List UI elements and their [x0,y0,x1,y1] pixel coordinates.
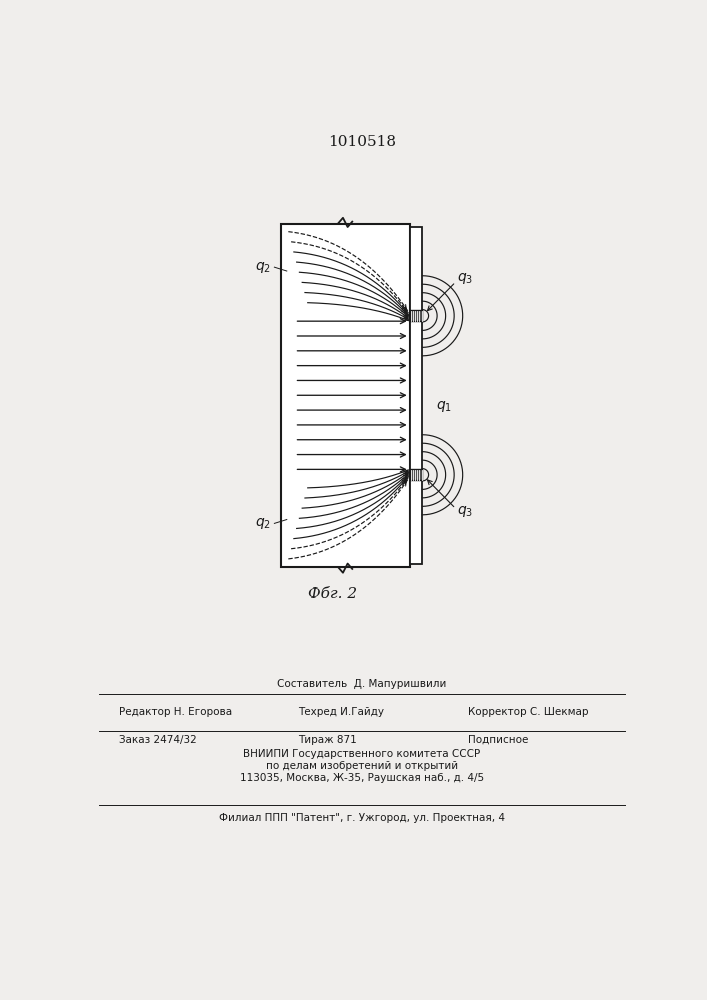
Text: ВНИИПИ Государственного комитета СССР: ВНИИПИ Государственного комитета СССР [243,749,481,759]
Text: по делам изобретений и открытий: по делам изобретений и открытий [266,761,458,771]
Text: $q_1$: $q_1$ [436,399,452,414]
Bar [410,469,422,480]
Bar [281,224,410,567]
Text: 113035, Москва, Ж-35, Раушская наб., д. 4/5: 113035, Москва, Ж-35, Раушская наб., д. … [240,773,484,783]
Text: $q_3$: $q_3$ [457,504,474,519]
Bar [410,310,422,321]
Text: 1010518: 1010518 [328,135,396,149]
Text: Составитель  Д. Мапуришвили: Составитель Д. Мапуришвили [277,679,447,689]
Text: Заказ 2474/32: Заказ 2474/32 [119,735,197,745]
Text: $q_2$: $q_2$ [255,260,271,275]
Text: $q_3$: $q_3$ [457,271,474,286]
Text: Подписное: Подписное [468,735,529,745]
Text: Корректор С. Шекмар: Корректор С. Шекмар [468,707,589,717]
Text: Техред И.Гайду: Техред И.Гайду [298,707,384,717]
Text: $q_2$: $q_2$ [255,516,271,531]
Text: Фбг. 2: Фбг. 2 [308,587,357,601]
Text: Тираж 871: Тираж 871 [298,735,356,745]
Bar [410,227,422,564]
Text: Филиал ППП "Патент", г. Ужгород, ул. Проектная, 4: Филиал ППП "Патент", г. Ужгород, ул. Про… [219,813,505,823]
Text: Редактор Н. Егорова: Редактор Н. Егорова [119,707,233,717]
